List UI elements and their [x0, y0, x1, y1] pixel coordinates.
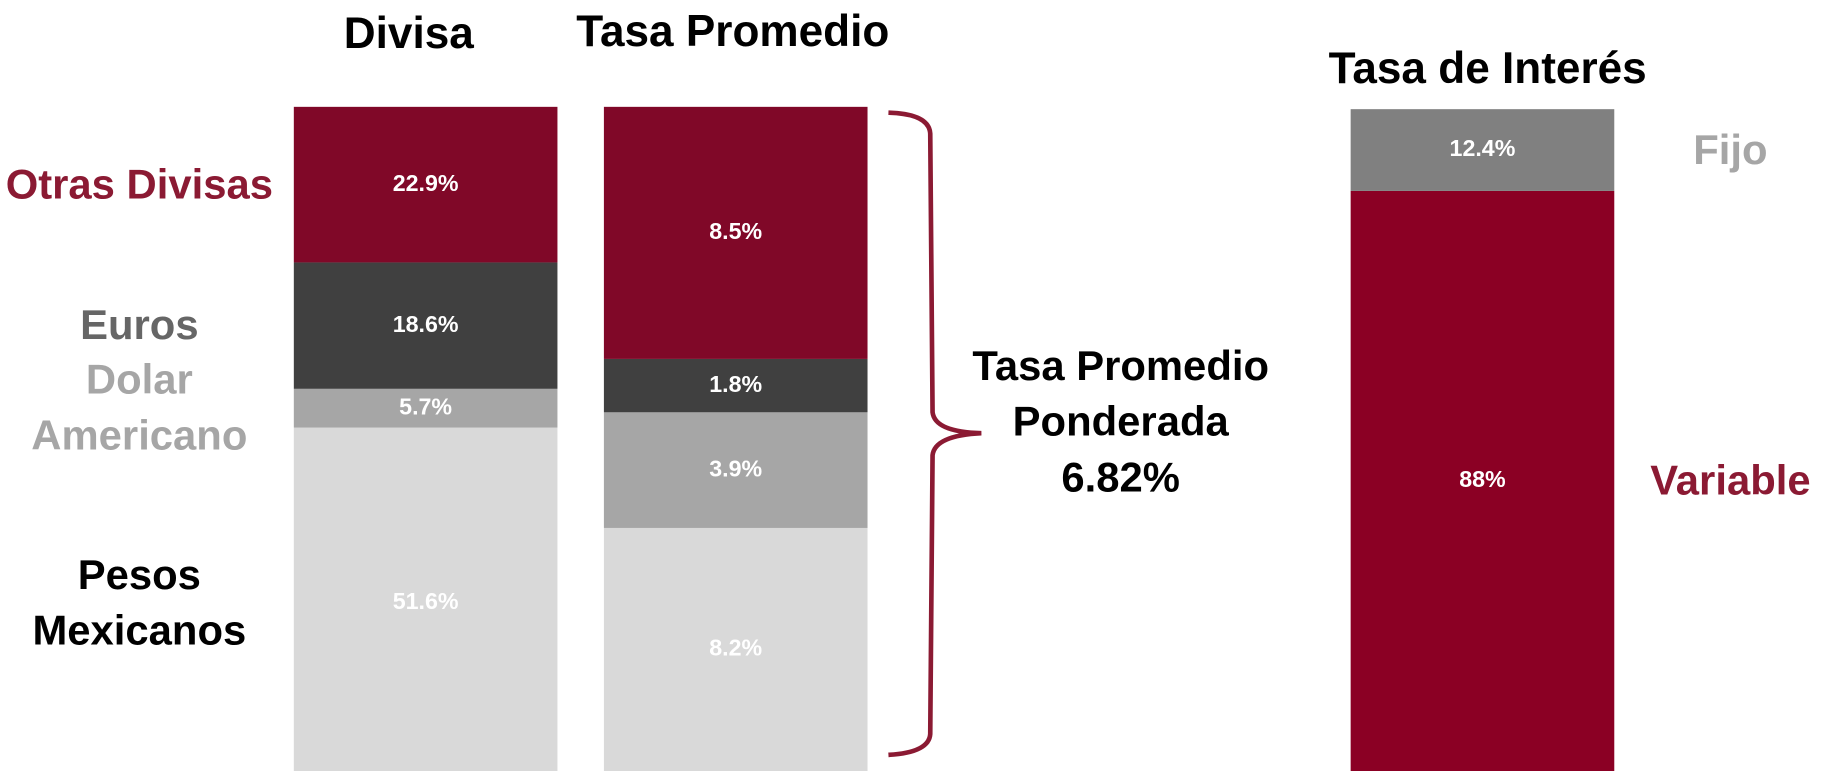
- chart-title: Tasa Promedio: [576, 7, 890, 57]
- annotation: Tasa Promedio: [972, 341, 1270, 390]
- data-label: 51.6%: [393, 588, 459, 614]
- data-label: 3.9%: [709, 455, 762, 481]
- data-label: 8.5%: [709, 218, 762, 244]
- data-label: 22.9%: [393, 170, 459, 196]
- bar-segment: [293, 106, 558, 263]
- brace: [888, 110, 982, 758]
- annotation: 6.82%: [1061, 452, 1180, 501]
- bar-segment: [603, 527, 868, 771]
- bar-segment: [293, 262, 558, 389]
- bar-segment: [293, 388, 558, 428]
- data-label: 5.7%: [399, 393, 452, 419]
- bar-segment: [1350, 109, 1615, 191]
- data-label: 88%: [1459, 466, 1506, 492]
- legend-label: Euros: [80, 301, 199, 349]
- data-label: 12.4%: [1450, 135, 1516, 161]
- bar-segment: [1350, 190, 1615, 771]
- data-label: 8.2%: [709, 635, 762, 661]
- chart-title: Tasa de Interés: [1328, 44, 1647, 94]
- legend-label: Variable: [1650, 456, 1811, 505]
- annotation: Ponderada: [1012, 397, 1229, 445]
- bar-segment: [603, 106, 868, 359]
- bar-segment: [603, 412, 868, 528]
- legend-label: Otras Divisas: [5, 160, 273, 208]
- data-label: 1.8%: [709, 371, 762, 397]
- legend-label: Fijo: [1693, 125, 1768, 174]
- bar-segment: [603, 358, 868, 413]
- chart-title: Divisa: [343, 9, 474, 59]
- data-label: 18.6%: [393, 311, 459, 337]
- bar-segment: [293, 427, 558, 771]
- legend-label: Dolar Americano: [31, 355, 248, 460]
- legend-label: Pesos Mexicanos: [32, 550, 247, 654]
